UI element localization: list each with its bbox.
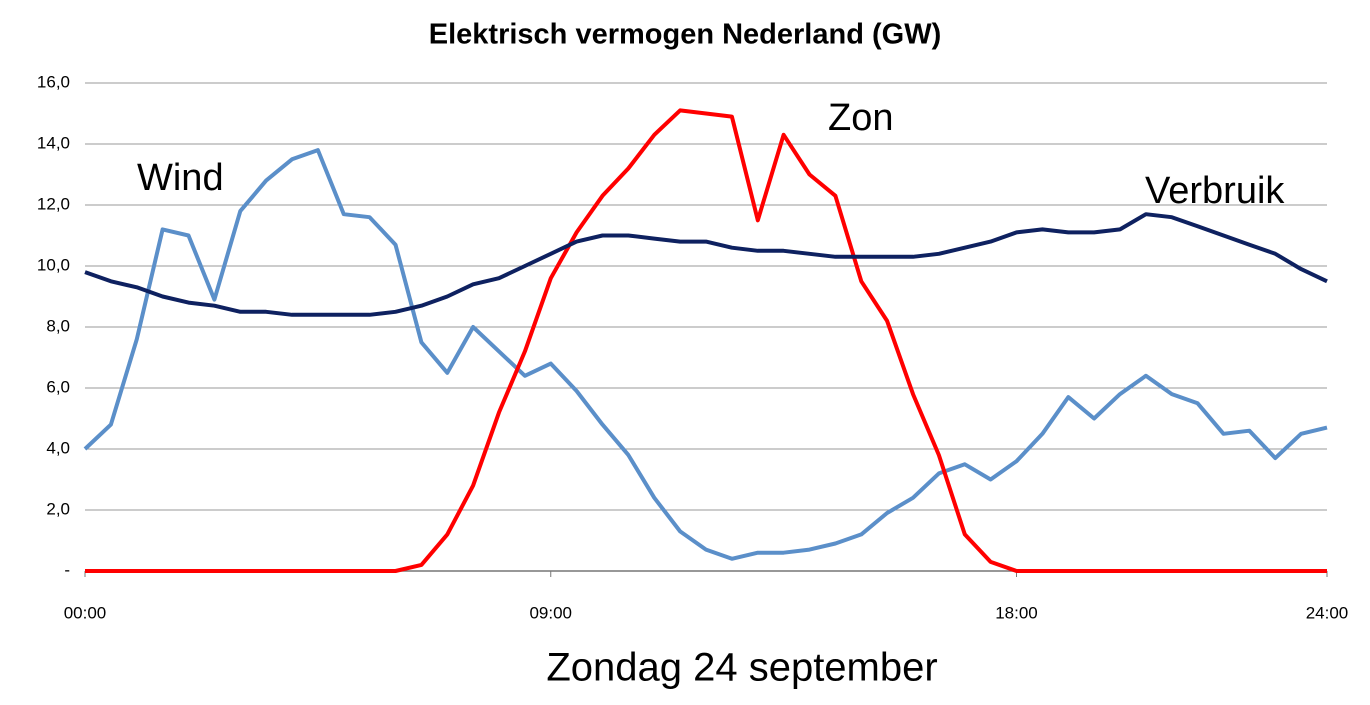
x-tick-label: 00:00 (64, 603, 107, 622)
series-label: Verbruik (1145, 170, 1285, 212)
x-axis-label: Zondag 24 september (546, 646, 937, 690)
y-tick-label: 8,0 (46, 316, 70, 335)
y-tick-label: 14,0 (37, 133, 70, 152)
y-tick-label: 6,0 (46, 377, 70, 396)
chart-title: Elektrisch vermogen Nederland (GW) (429, 19, 941, 51)
series-label: Wind (137, 157, 224, 199)
series-line (85, 108, 1327, 573)
y-tick-label: 4,0 (46, 438, 70, 457)
y-tick-label: 12,0 (37, 194, 70, 213)
y-tick-label: - (64, 560, 70, 579)
y-tick-label: 10,0 (37, 255, 70, 274)
y-tick-label: 2,0 (46, 499, 70, 518)
x-tick-label: 18:00 (995, 603, 1038, 622)
x-tick-label: 24:00 (1306, 603, 1349, 622)
x-tick-label: 09:00 (529, 603, 572, 622)
series-line (83, 148, 1328, 561)
series-label: Zon (828, 97, 893, 139)
y-tick-label: 16,0 (37, 72, 70, 91)
series-line (84, 212, 1328, 317)
